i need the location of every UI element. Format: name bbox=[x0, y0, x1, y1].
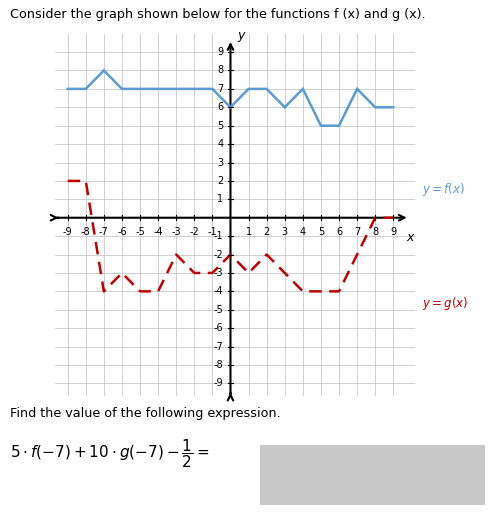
Text: -8: -8 bbox=[81, 227, 90, 237]
Text: 9: 9 bbox=[217, 47, 223, 57]
Text: -8: -8 bbox=[214, 360, 223, 370]
Text: $y = f(x)$: $y = f(x)$ bbox=[422, 181, 466, 197]
Text: 1: 1 bbox=[217, 194, 223, 204]
Text: 1: 1 bbox=[246, 227, 252, 237]
Text: $x$: $x$ bbox=[406, 231, 416, 243]
Text: -6: -6 bbox=[117, 227, 126, 237]
Text: 4: 4 bbox=[300, 227, 306, 237]
Text: -2: -2 bbox=[190, 227, 199, 237]
Text: -9: -9 bbox=[214, 378, 223, 388]
Text: 3: 3 bbox=[282, 227, 288, 237]
Text: 8: 8 bbox=[217, 65, 223, 76]
Text: -1: -1 bbox=[214, 231, 223, 241]
Text: 5: 5 bbox=[318, 227, 324, 237]
Text: -3: -3 bbox=[214, 268, 223, 278]
Text: -6: -6 bbox=[214, 323, 223, 333]
Text: -7: -7 bbox=[99, 227, 108, 237]
Text: 7: 7 bbox=[354, 227, 360, 237]
Text: 5: 5 bbox=[217, 121, 223, 131]
Text: $5 \cdot f\left(-7\right) + 10 \cdot g\left(-7\right) - \dfrac{1}{2} =$: $5 \cdot f\left(-7\right) + 10 \cdot g\l… bbox=[10, 438, 209, 470]
Text: -9: -9 bbox=[63, 227, 72, 237]
Text: 9: 9 bbox=[390, 227, 396, 237]
Text: 6: 6 bbox=[217, 102, 223, 112]
Text: $y = g(x)$: $y = g(x)$ bbox=[422, 295, 469, 311]
Text: 2: 2 bbox=[217, 176, 223, 186]
Text: $y$: $y$ bbox=[237, 31, 246, 45]
Text: 7: 7 bbox=[217, 84, 223, 94]
Text: 4: 4 bbox=[217, 139, 223, 149]
Text: -4: -4 bbox=[154, 227, 163, 237]
Text: -7: -7 bbox=[214, 341, 223, 352]
Text: -1: -1 bbox=[208, 227, 217, 237]
Text: -4: -4 bbox=[214, 286, 223, 296]
Text: 3: 3 bbox=[217, 157, 223, 167]
Text: Find the value of the following expression.: Find the value of the following expressi… bbox=[10, 407, 281, 420]
Text: 8: 8 bbox=[372, 227, 378, 237]
Text: -5: -5 bbox=[135, 227, 145, 237]
Text: -2: -2 bbox=[214, 250, 223, 260]
Text: -3: -3 bbox=[172, 227, 181, 237]
Text: 2: 2 bbox=[264, 227, 270, 237]
Text: 6: 6 bbox=[336, 227, 342, 237]
Text: -5: -5 bbox=[214, 305, 223, 315]
Text: Consider the graph shown below for the functions f (x) and g (x).: Consider the graph shown below for the f… bbox=[10, 8, 426, 21]
